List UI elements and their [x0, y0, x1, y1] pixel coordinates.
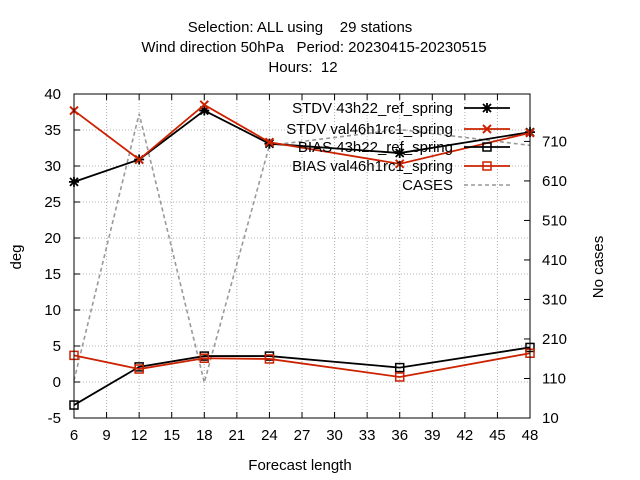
series-line-2: [73, 346, 531, 406]
data-point: [264, 354, 275, 364]
tick-labels: 6 9 12 15 18 21 24 27 30 33 36 39 42 45 48-50510152025…: [44, 86, 567, 444]
data-point: [199, 100, 209, 110]
x-tick-label: 6: [70, 427, 78, 444]
data-point: [394, 148, 405, 159]
data-point: [264, 137, 275, 147]
data-point: [482, 124, 492, 134]
x-axis-label: Forecast length: [248, 457, 351, 474]
y2-tick-label: 510: [542, 212, 567, 229]
chart-title-line3: Hours: 12: [268, 59, 337, 76]
y-axis-label: deg: [8, 244, 25, 269]
x-tick-label: 33: [359, 427, 376, 444]
data-point: [482, 103, 492, 113]
legend-entry-label: BIAS val46h1rc1_spring: [292, 158, 453, 175]
x-tick-label: 27: [294, 427, 311, 444]
y2-tick-label: 10: [542, 410, 559, 427]
y-tick-label: 15: [44, 266, 61, 283]
y2-tick-label: 710: [542, 133, 567, 150]
series-line-0: [73, 109, 531, 183]
y-tick-label: 30: [44, 158, 61, 175]
data-point: [395, 159, 405, 169]
data-point: [394, 362, 405, 373]
y2-tick-label: 410: [542, 252, 567, 269]
y2-axis-label: No cases: [590, 236, 607, 299]
series-line-1: [73, 103, 531, 165]
chart-title-line2: Wind direction 50hPa Period: 20230415-20…: [141, 39, 486, 56]
legend-entry-label: STDV val46h1rc1_spring: [286, 121, 453, 138]
data-point: [134, 364, 144, 374]
x-tick-label: 45: [489, 427, 506, 444]
data-point: [394, 372, 405, 382]
y-tick-label: 0: [53, 374, 61, 391]
y2-tick-label: 110: [542, 370, 566, 387]
y2-tick-label: 310: [542, 291, 567, 308]
y-tick-label: 5: [53, 338, 61, 355]
x-tick-label: 15: [163, 427, 180, 444]
legend: STDV 43h22_ref_spring STDV val46h1rc1_spr…: [286, 100, 510, 194]
plot-frame: [73, 93, 531, 419]
y-tick-label: 25: [44, 194, 61, 211]
y-tick-label: 10: [44, 302, 61, 319]
y-tick-label: 20: [44, 230, 61, 247]
x-tick-label: 12: [131, 427, 148, 444]
legend-entry-label: CASES: [402, 177, 453, 194]
x-tick-label: 24: [261, 427, 278, 444]
y2-tick-label: 210: [542, 331, 567, 348]
y2-tick-label: 610: [542, 173, 567, 190]
series-line-3: [73, 352, 531, 378]
data-point: [134, 154, 144, 165]
y-tick-label: 40: [44, 86, 61, 103]
x-tick-label: 9: [102, 427, 110, 444]
data-point: [264, 138, 275, 149]
series-line-4: [73, 113, 531, 386]
x-tick-label: 39: [424, 427, 441, 444]
y-tick-label: -5: [48, 410, 61, 427]
legend-entry-label: STDV 43h22_ref_spring: [292, 100, 453, 117]
data-point: [482, 161, 492, 171]
series-lines: [69, 100, 535, 410]
data-point: [199, 353, 210, 363]
chart-title-line1: Selection: ALL using 29 stations: [188, 19, 413, 36]
data-point: [482, 142, 492, 152]
x-tick-label: 36: [391, 427, 408, 444]
data-point: [199, 105, 210, 116]
x-tick-label: 21: [229, 427, 246, 444]
x-tick-label: 18: [196, 427, 213, 444]
x-tick-label: 30: [326, 427, 343, 444]
x-tick-label: 48: [522, 427, 539, 444]
y-tick-label: 35: [44, 122, 61, 139]
legend-entry-label: BIAS 43h22_ref_spring: [298, 139, 453, 156]
x-tick-label: 42: [457, 427, 474, 444]
